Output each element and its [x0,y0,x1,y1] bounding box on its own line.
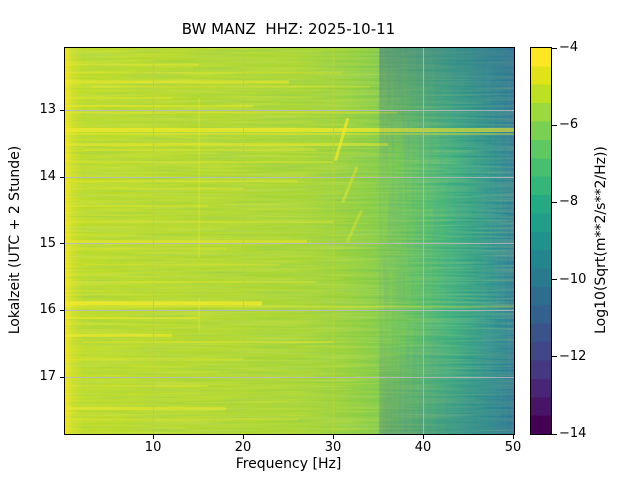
chirp-event [334,117,350,161]
colorbar-tick-label: −10 [559,271,587,287]
colorbar-tick-label: −12 [559,348,587,364]
transient-streak [65,385,209,387]
x-gridline [422,48,424,434]
y-tick-mark [60,309,64,311]
colorbar-tick-label: −6 [559,117,579,133]
y-gridline [65,243,514,245]
colorbar-label: Log10(Sqrt(m**2/s**2/Hz)) [593,146,609,334]
transient-streak [65,239,308,243]
transient-streak [65,317,200,319]
colorbar-tick-mark [552,201,557,203]
colorbar-tick-label: −4 [559,40,579,55]
transient-streak [73,418,299,421]
transient-streak [65,205,209,207]
x-tick-label: 10 [144,440,162,455]
y-gridline [65,109,514,111]
colorbar-tick-mark [552,124,557,126]
event-marks [65,63,514,421]
x-tick-label: 30 [324,440,342,455]
transient-streak [82,341,335,343]
y-tick-label: 16 [39,302,56,318]
colorbar-tick-mark [552,47,557,49]
tonal-line [198,298,201,332]
y-tick-mark [60,109,64,111]
transient-streak [65,71,344,74]
chirp-event [346,209,363,243]
y-tick-label: 13 [39,102,56,118]
plot-title: BW MANZ HHZ: 2025-10-11 [181,20,396,38]
transient-streak [65,97,173,99]
x-axis-label: Frequency [Hz] [235,456,342,472]
colorbar [530,47,552,435]
y-tick-label: 17 [39,369,56,384]
x-tick-mark [242,435,244,439]
colorbar-tick-mark [552,279,557,281]
y-tick-label: 15 [39,235,56,251]
spectrogram-image [65,48,514,434]
transient-streak [65,105,254,107]
tonal-line [198,98,201,258]
colorbar-tick-mark [552,433,557,435]
heatmap-edge-shade [379,48,514,434]
x-tick-label: 20 [234,440,252,455]
transient-streak [65,63,200,66]
transient-streak [65,111,398,114]
x-tick-mark [422,435,424,439]
x-gridline [332,48,334,434]
plot-area [64,47,515,435]
y-gridline [65,176,514,178]
chirp-event [341,166,359,203]
x-tick-mark [512,435,514,439]
y-tick-mark [60,176,64,178]
transient-streak [65,358,245,361]
transient-streak [65,187,245,190]
transient-streak [82,263,281,266]
transient-streak [65,281,317,283]
transient-streak [65,143,389,147]
colorbar-tick-label: −14 [559,426,587,441]
transient-streak [65,301,263,306]
x-gridline [152,48,154,434]
x-tick-mark [332,435,334,439]
y-gridline [65,376,514,378]
transient-streak [65,333,173,337]
transient-streak [65,80,290,84]
transient-streak [91,85,371,88]
transient-streak [65,161,335,163]
transient-streak [73,180,299,183]
y-tick-label: 14 [39,169,56,184]
colorbar-tick-label: −8 [559,194,579,210]
x-tick-label: 50 [504,440,522,455]
transient-streak [65,407,227,411]
y-tick-mark [60,243,64,245]
transient-streak [65,221,335,223]
x-tick-label: 40 [414,440,432,455]
x-gridline [242,48,244,434]
colorbar-tick-mark [552,356,557,358]
x-tick-mark [152,435,154,439]
y-tick-mark [60,376,64,378]
transient-streak [82,149,317,151]
transient-streak [65,247,227,250]
y-gridline [65,309,514,311]
